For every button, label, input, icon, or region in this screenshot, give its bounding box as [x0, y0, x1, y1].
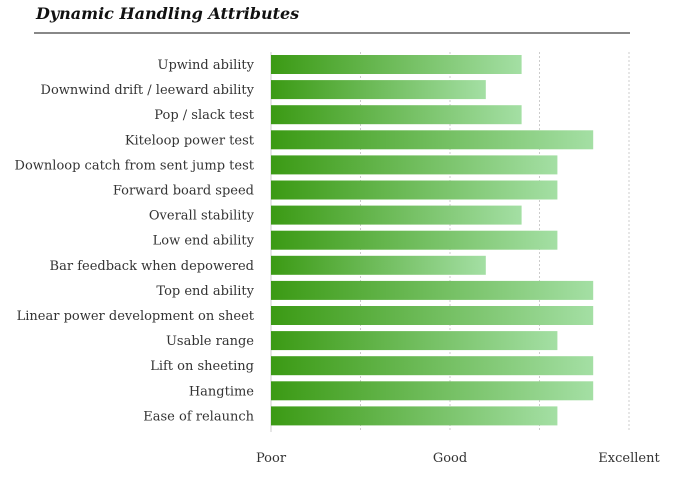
category-label: Overall stability	[149, 209, 255, 224]
bar	[271, 255, 486, 275]
category-label: Kiteloop power test	[125, 133, 255, 148]
x-tick-label: Good	[433, 451, 467, 466]
title-rule	[34, 32, 630, 34]
category-label: Bar feedback when depowered	[50, 259, 254, 274]
category-label: Usable range	[166, 334, 254, 349]
category-label: Hangtime	[189, 384, 254, 399]
bar	[271, 406, 558, 426]
chart-title: Dynamic Handling Attributes	[36, 4, 300, 23]
bars	[271, 55, 594, 426]
bar	[271, 230, 558, 250]
bar	[271, 180, 558, 200]
bar	[271, 155, 558, 175]
category-label: Pop / slack test	[154, 108, 254, 123]
category-label: Upwind ability	[157, 58, 254, 73]
x-tick-label: Excellent	[598, 451, 660, 466]
category-label: Downloop catch from sent jump test	[15, 158, 255, 173]
bar	[271, 105, 522, 125]
bar	[271, 80, 486, 100]
bar	[271, 55, 522, 74]
category-label: Lift on sheeting	[150, 359, 254, 374]
category-label: Linear power development on sheet	[17, 309, 255, 324]
category-label: Top end ability	[156, 284, 254, 299]
category-label: Low end ability	[153, 234, 255, 249]
bar	[271, 356, 594, 376]
bar	[271, 205, 522, 225]
bar	[271, 306, 594, 325]
category-labels: Upwind ability Downwind drift / leeward a…	[15, 58, 255, 424]
bar	[271, 381, 594, 401]
category-label: Forward board speed	[113, 184, 254, 199]
bar	[271, 130, 594, 150]
category-label: Ease of relaunch	[143, 409, 254, 424]
bar	[271, 280, 594, 300]
category-label: Downwind drift / leeward ability	[41, 83, 255, 98]
x-tick-label: Poor	[256, 451, 287, 466]
bar	[271, 331, 558, 351]
x-tick-labels: Poor Good Excellent	[256, 451, 661, 466]
